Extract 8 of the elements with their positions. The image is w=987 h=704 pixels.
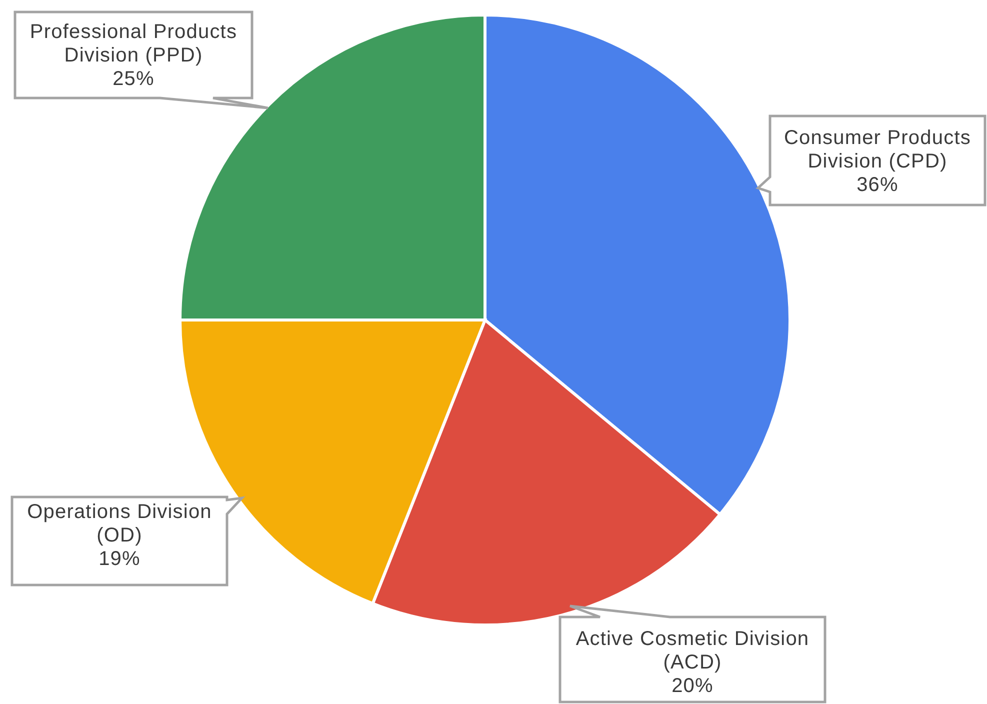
- slice-label: Professional Products Division (PPD): [30, 21, 238, 66]
- slice-label: Operations Division (OD): [27, 501, 212, 546]
- slice-label: Consumer Products Division (CPD): [784, 127, 971, 172]
- data-label: 20%: [672, 675, 714, 697]
- data-label: 36%: [856, 174, 898, 196]
- data-label: 25%: [112, 68, 154, 90]
- slice-label: Active Cosmetic Division (ACD): [576, 628, 810, 674]
- data-label: 19%: [98, 548, 140, 570]
